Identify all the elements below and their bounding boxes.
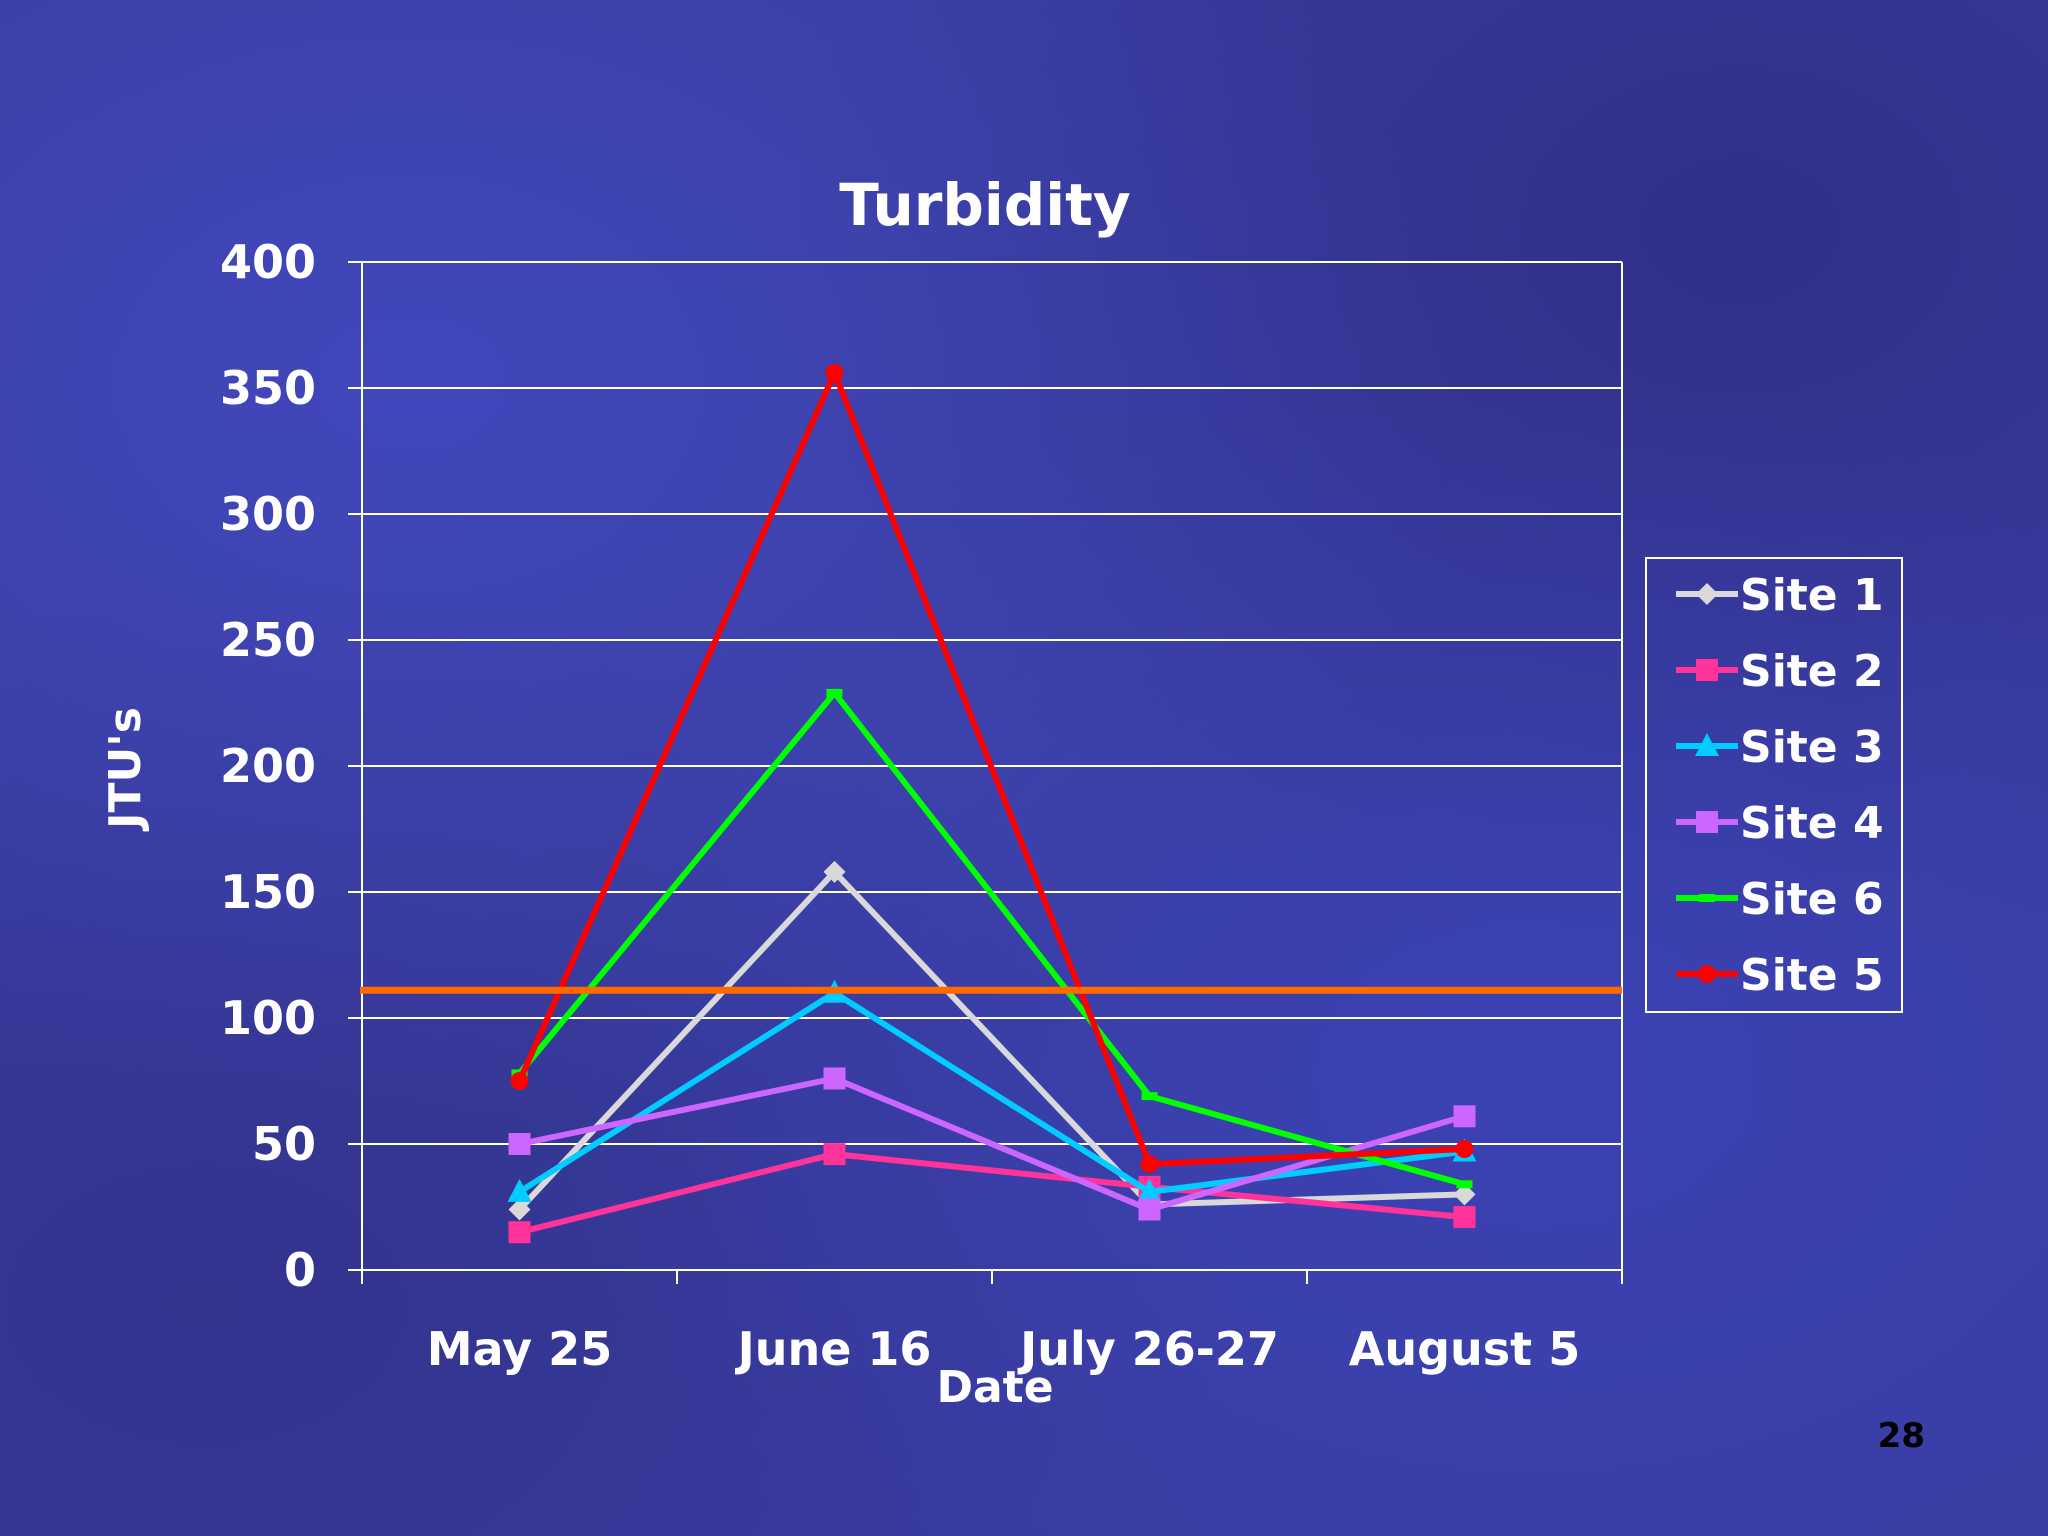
- point-site-1-1: [508, 1198, 531, 1221]
- y-tick-label-250: 250: [220, 613, 316, 667]
- series-layer: [507, 363, 1477, 1244]
- point-site-3-1: [507, 1178, 532, 1202]
- point-site-5-3: [1140, 1155, 1159, 1174]
- legend-label-site-2: Site 2: [1740, 646, 1884, 697]
- point-site-5-1: [510, 1072, 529, 1090]
- y-tick-label-300: 300: [220, 487, 316, 541]
- legend-swatch-marker-site-3: [1695, 733, 1719, 756]
- legend-swatch-marker-site-4: [1696, 811, 1718, 833]
- legend-item-site-5: Site 5: [1676, 950, 1884, 1001]
- series-site-4: [508, 1067, 1476, 1221]
- page-number: 28: [1878, 1416, 1925, 1456]
- legend-swatch-marker-site-1: [1696, 583, 1718, 605]
- legend-label-site-3: Site 3: [1740, 722, 1884, 773]
- point-site-6-2: [826, 688, 843, 697]
- x-tick-label-1: May 25: [427, 1322, 612, 1376]
- legend: Site 1 Site 2 Site 3 Site 4 Site 6 Site 5: [1645, 557, 1903, 1013]
- y-tick-label-200: 200: [220, 739, 316, 793]
- y-tick-label-100: 100: [220, 991, 316, 1045]
- legend-item-site-4: Site 4: [1676, 798, 1884, 849]
- y-tick-label-400: 400: [220, 235, 316, 289]
- series-line-site-4: [518, 1075, 1466, 1213]
- x-tick-label-2: June 16: [735, 1322, 932, 1376]
- point-site-2-4: [1453, 1206, 1476, 1229]
- y-tick-label-350: 350: [220, 361, 316, 415]
- series-line-site-5: [516, 365, 1465, 1168]
- point-site-3-3: [1137, 1178, 1162, 1202]
- point-site-1-2: [823, 860, 846, 883]
- legend-label-site-4: Site 4: [1740, 798, 1884, 849]
- legend-item-site-3: Site 3: [1676, 722, 1884, 773]
- point-site-6-3: [1141, 1092, 1158, 1101]
- point-site-4-1: [508, 1133, 531, 1155]
- legend-label-site-6: Site 6: [1740, 874, 1884, 925]
- y-axis-ticks: 0 50 100 150 200 250 300 350 400: [220, 235, 362, 1297]
- legend-item-site-1: Site 1: [1676, 570, 1884, 621]
- point-site-1-4: [1453, 1183, 1476, 1206]
- point-site-4-2: [823, 1067, 846, 1090]
- point-site-2-1: [508, 1221, 531, 1244]
- series-line-site-3: [517, 989, 1465, 1195]
- x-axis-ticks: May 25 June 16 July 26-27 August 5: [427, 1270, 1580, 1376]
- series-site-5: [510, 363, 1474, 1174]
- series-line-site-2: [518, 1151, 1465, 1236]
- legend-swatch-marker-site-5: [1698, 965, 1716, 983]
- legend-label-site-1: Site 1: [1740, 570, 1884, 621]
- x-tick-label-3: July 26-27: [1017, 1322, 1279, 1376]
- legend-swatch-marker-site-2: [1696, 659, 1718, 681]
- x-axis-label: Date: [936, 1362, 1053, 1413]
- series-line-site-6: [517, 688, 1466, 1188]
- y-axis-label: JTU's: [100, 707, 151, 832]
- chart-title: Turbidity: [839, 171, 1130, 239]
- legend-label-site-5: Site 5: [1740, 950, 1884, 1001]
- point-site-5-2: [825, 363, 844, 382]
- y-tick-label-150: 150: [220, 865, 316, 919]
- y-tick-label-0: 0: [284, 1243, 316, 1297]
- point-site-2-2: [823, 1143, 846, 1166]
- legend-item-site-6: Site 6: [1676, 874, 1884, 925]
- point-site-4-3: [1138, 1198, 1161, 1221]
- point-site-4-4: [1453, 1105, 1476, 1128]
- legend-box: [1645, 557, 1903, 1013]
- series-site-3: [507, 979, 1477, 1202]
- point-site-6-4: [1456, 1180, 1473, 1189]
- legend-swatch-marker-site-6: [1699, 894, 1715, 902]
- x-tick-label-4: August 5: [1349, 1322, 1580, 1376]
- y-tick-label-50: 50: [252, 1117, 316, 1171]
- point-site-5-4: [1455, 1140, 1474, 1159]
- legend-item-site-2: Site 2: [1676, 646, 1884, 697]
